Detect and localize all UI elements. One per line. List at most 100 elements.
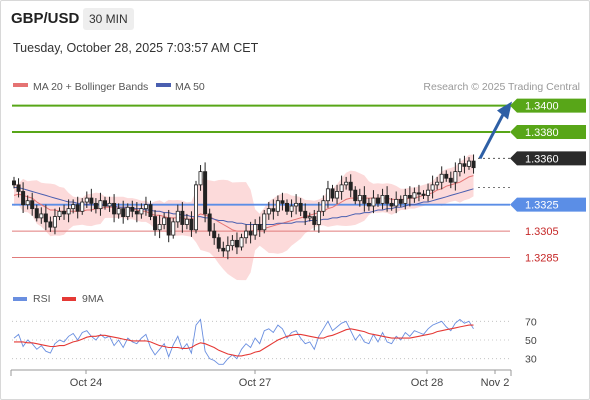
forecast-arrow [478,101,512,160]
candle-body [416,192,421,195]
candle [52,208,57,235]
candle-body [298,202,303,212]
candle [153,209,158,236]
rsi-panel: 30 50 70 [12,316,537,366]
candle-body [275,200,280,212]
candle-body [421,193,426,196]
candle [398,195,403,207]
candle [121,200,126,224]
rsi-line [13,318,474,365]
candle-body [21,191,26,206]
candle [207,208,212,236]
candle [244,224,249,244]
candle [125,203,130,221]
candle [412,187,417,203]
candle-body [444,173,449,179]
candle-body [316,210,321,225]
candle [439,166,444,190]
rsi-ma-legend-swatch [62,297,76,301]
level-tag-text: 1.3360 [525,153,559,165]
timeframe-badge[interactable]: 30 MIN [83,8,134,30]
candle-body [385,195,390,204]
arrow-head [497,101,512,120]
candle-body [89,197,94,204]
candle [107,196,112,212]
candle-body [344,181,349,186]
candle [48,216,53,232]
candle [130,200,135,218]
candle [139,203,144,219]
resistance-label-1.3400: 1.3400 [510,98,586,113]
candle [453,162,458,191]
candle [248,221,253,244]
candle [253,219,258,240]
candle [25,195,30,210]
x-tick-label: Nov 2 [481,377,510,389]
candle [75,196,80,219]
candle [239,233,244,251]
candle-body [171,221,176,236]
candle [221,241,226,257]
candle-body [125,206,130,217]
candle-body [198,171,203,186]
candle [385,186,390,212]
candle-body [380,195,385,204]
candle-body [221,247,226,252]
candle [330,184,335,202]
candle-body [321,200,326,212]
candle [203,162,208,223]
ma50-legend-swatch [156,83,171,87]
candle [325,180,330,208]
candle-body [39,213,44,219]
candle-body [312,216,317,225]
candle [98,192,103,216]
candle-body [330,188,335,199]
ma50-line [14,187,474,225]
rsi-ma-line [14,324,474,357]
candle-body [184,218,189,225]
candle-body [207,213,212,232]
ma50-legend-label: MA 50 [175,81,205,93]
candle-body [66,208,71,215]
candle [30,192,35,216]
candle-body [325,188,330,202]
candle-body [257,224,262,231]
candle-body [62,210,67,215]
candle [435,176,440,190]
candle-body [175,210,180,223]
candle [312,209,317,231]
candle [284,199,289,215]
support-label-1.3305: 1.3305 [525,226,559,238]
arrow-shaft [478,113,505,160]
bollinger-bands [14,154,474,281]
candle [39,207,44,224]
candle-body [180,210,185,225]
candle-body [34,208,39,219]
candle-body [266,208,271,215]
candle [71,199,76,214]
candle-body [335,191,340,199]
candle-body [357,195,362,202]
candle-body [75,204,80,212]
timestamp: Tuesday, October 28, 2025 7:03:57 AM CET [13,41,259,55]
candle-body [30,200,35,210]
candle-body [448,177,453,183]
candle [171,217,176,239]
rsi-tick-label-30: 30 [525,354,537,366]
candle-body [348,181,353,191]
candle [103,196,108,210]
candle [316,202,321,233]
symbol-title: GBP/USD [11,10,80,27]
candle-body [139,208,144,215]
candle-body [262,213,267,231]
candle-body [84,197,89,203]
level-tag-shape [510,197,586,212]
level-tag-shape [510,151,586,166]
candle-body [134,210,139,215]
candle-body [389,202,394,207]
candle-body [153,216,158,231]
last_price-label-1.3360: 1.3360 [510,151,586,166]
candle-body [435,181,440,186]
candle-body [407,195,412,199]
candle [234,232,239,255]
